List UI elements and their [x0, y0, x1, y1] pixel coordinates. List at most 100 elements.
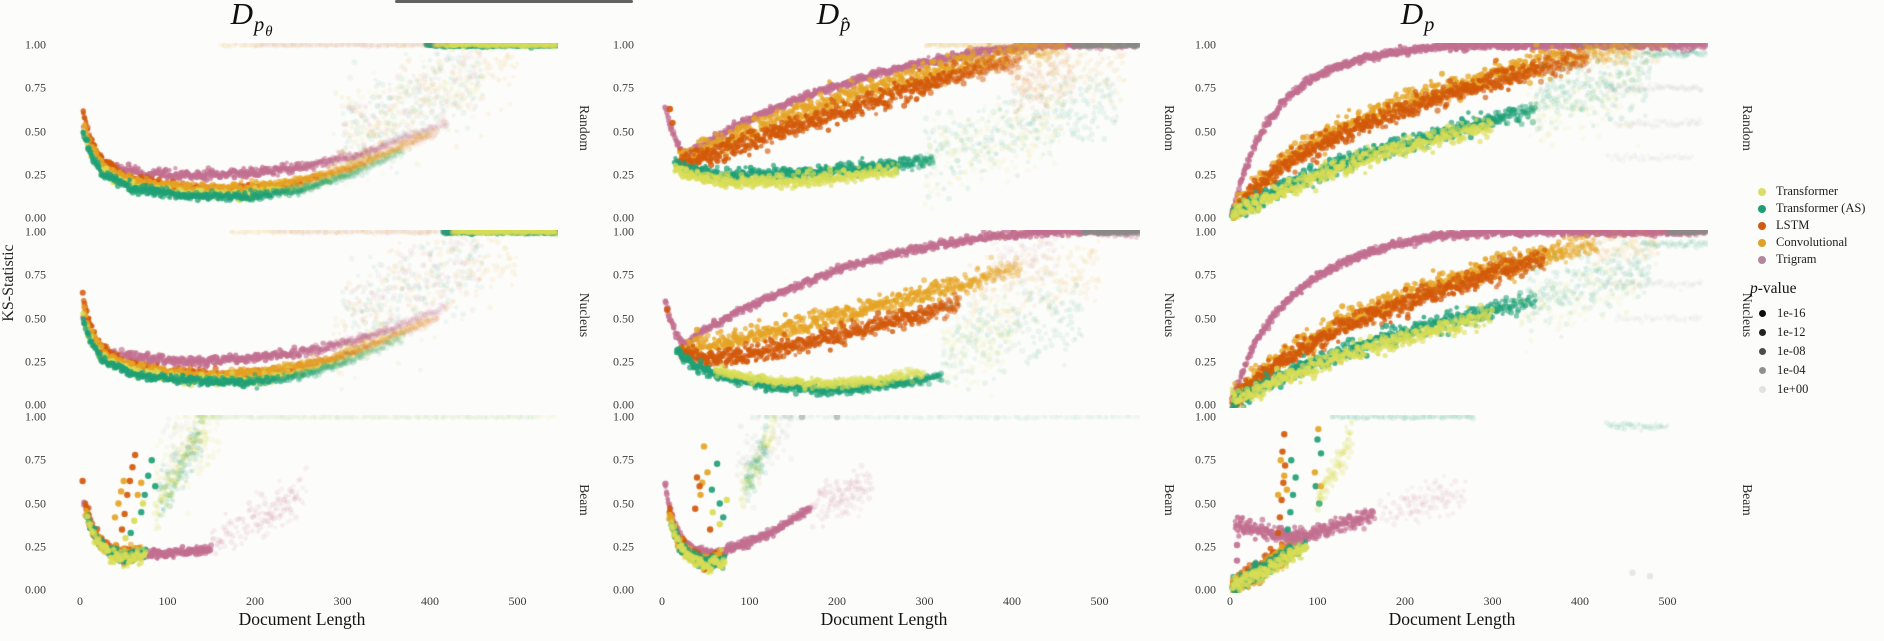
legend-series-dot: [1758, 222, 1766, 230]
legend-series-label: Convolutional: [1776, 235, 1848, 249]
y-tick-label: 0.00: [25, 210, 46, 225]
panel-canvas-d_p-random: [1208, 43, 1708, 221]
panel-canvas-d_p-nucleus: [1208, 230, 1708, 408]
legend-series-dot: [1758, 256, 1766, 264]
x-tick-label: 300: [1483, 594, 1502, 608]
y-tick-label: 1.00: [25, 37, 46, 52]
x-axis-title: Document Length: [238, 609, 366, 629]
x-tick-label: 200: [828, 594, 846, 608]
y-tick-label: 1.00: [613, 224, 634, 239]
y-tick-label: 0.75: [613, 267, 634, 282]
panel-canvas-d_p_hat-random: [640, 43, 1140, 221]
x-tick-label: 0: [659, 594, 665, 608]
x-tick-label: 0: [1227, 594, 1233, 608]
y-tick-label: 1.00: [613, 409, 634, 424]
x-tick-label: 500: [1090, 594, 1109, 608]
facet-strip-beam: Beam: [577, 484, 592, 516]
legend-series-entry: Transformer: [1752, 184, 1884, 198]
x-tick-label: 100: [158, 594, 177, 608]
legend: Transformer Transformer (AS) LSTM Convoluti…: [1750, 184, 1884, 401]
y-tick-label: 0.50: [25, 124, 46, 138]
y-tick-label: 1.00: [25, 224, 46, 239]
legend-pvalue-label: 1e-04: [1777, 363, 1806, 377]
y-tick-label: 0.25: [613, 539, 634, 554]
facet-strip-random: Random: [577, 105, 592, 151]
legend-pvalue-title: p-value: [1750, 280, 1797, 297]
legend-pvalue-label: 1e-12: [1777, 325, 1806, 339]
legend-pvalue-entry: 1e+00: [1752, 382, 1884, 397]
x-tick-label: 500: [1658, 594, 1677, 608]
y-tick-label: 0.25: [613, 167, 634, 182]
y-tick-label: 0.25: [25, 167, 46, 182]
y-tick-label: 0.50: [25, 496, 46, 510]
legend-pvalue-entry: 1e-08: [1752, 344, 1884, 359]
y-tick-label: 0.75: [25, 80, 46, 95]
x-tick-label: 0: [77, 594, 83, 608]
y-tick-label: 0.50: [613, 124, 634, 138]
y-tick-label: 0.75: [613, 80, 634, 95]
y-tick-label: 0.25: [25, 354, 46, 369]
y-tick-label: 0.50: [25, 311, 46, 325]
legend-pvalue-dot: [1759, 367, 1766, 374]
y-tick-label: 0.00: [25, 582, 46, 597]
y-tick-label: 1.00: [25, 409, 46, 424]
legend-pvalue-label: 1e-16: [1777, 306, 1806, 320]
legend-series-list: Transformer Transformer (AS) LSTM Convoluti…: [1752, 184, 1884, 266]
legend-pvalue-dot: [1759, 348, 1766, 355]
x-tick-label: 100: [1308, 594, 1327, 608]
y-tick-label: 1.00: [613, 37, 634, 52]
legend-pvalue-dot: [1759, 310, 1766, 317]
x-tick-label: 300: [915, 594, 934, 608]
legend-series-label: Transformer: [1776, 184, 1839, 198]
panel-canvas-d_p-beam: [1208, 415, 1708, 593]
y-tick-label: 0.75: [25, 452, 46, 467]
y-tick-label: 0.00: [25, 397, 46, 412]
x-tick-label: 400: [421, 594, 439, 608]
panel-canvas-d_p_hat-beam: [640, 415, 1140, 593]
y-tick-label: 0.75: [25, 267, 46, 282]
panel-title-dphat: Dp̂: [816, 0, 852, 37]
y-tick-label: 0.25: [613, 354, 634, 369]
legend-series-label: LSTM: [1776, 218, 1810, 232]
facet-strip-random: Random: [1740, 105, 1755, 151]
x-tick-label: 400: [1571, 594, 1589, 608]
legend-series-dot: [1758, 188, 1766, 196]
facet-strip-nucleus: Nucleus: [577, 292, 592, 338]
facet-strip-beam: Beam: [1740, 484, 1755, 516]
panel-canvas-d_p_theta-beam: [58, 415, 558, 593]
legend-pvalue-entry: 1e-12: [1752, 325, 1884, 340]
y-tick-label: 0.00: [613, 210, 634, 225]
legend-series-dot: [1758, 239, 1766, 247]
x-tick-label: 200: [246, 594, 264, 608]
panel-canvas-d_p_hat-nucleus: [640, 230, 1140, 408]
y-tick-label: 0.00: [613, 582, 634, 597]
legend-series-label: Trigram: [1776, 252, 1817, 266]
panel-canvas-d_p_theta-random: [58, 43, 558, 221]
scan-artifact-bar: [395, 0, 633, 3]
y-tick-label: 0.50: [613, 496, 634, 510]
legend-series-entry: Convolutional: [1752, 235, 1884, 249]
y-tick-label: 0.50: [613, 311, 634, 325]
legend-pvalue-dot: [1759, 386, 1766, 393]
legend-series-entry: Transformer (AS): [1752, 201, 1884, 215]
x-axis-title: Document Length: [1388, 609, 1516, 629]
x-tick-label: 500: [508, 594, 527, 608]
y-tick-label: 0.75: [613, 452, 634, 467]
legend-pvalue-dot: [1759, 329, 1766, 336]
legend-pvalue-list: 1e-16 1e-12 1e-08 1e-04 1e+00: [1752, 306, 1884, 397]
panel-title-dp: Dp: [1400, 0, 1436, 37]
y-tick-label: 0.25: [25, 539, 46, 554]
legend-series-dot: [1758, 205, 1766, 213]
legend-pvalue-label: 1e+00: [1777, 382, 1809, 396]
legend-series-entry: LSTM: [1752, 218, 1884, 232]
legend-series-label: Transformer (AS): [1776, 201, 1866, 215]
x-tick-label: 300: [333, 594, 352, 608]
x-axis-title: Document Length: [820, 609, 948, 629]
legend-pvalue-label: 1e-08: [1777, 344, 1806, 358]
x-tick-label: 200: [1396, 594, 1414, 608]
panel-title-dptheta: Dpθ: [230, 0, 274, 41]
legend-pvalue-entry: 1e-04: [1752, 363, 1884, 378]
panel-canvas-d_p_theta-nucleus: [58, 230, 558, 408]
legend-series-entry: Trigram: [1752, 252, 1884, 266]
